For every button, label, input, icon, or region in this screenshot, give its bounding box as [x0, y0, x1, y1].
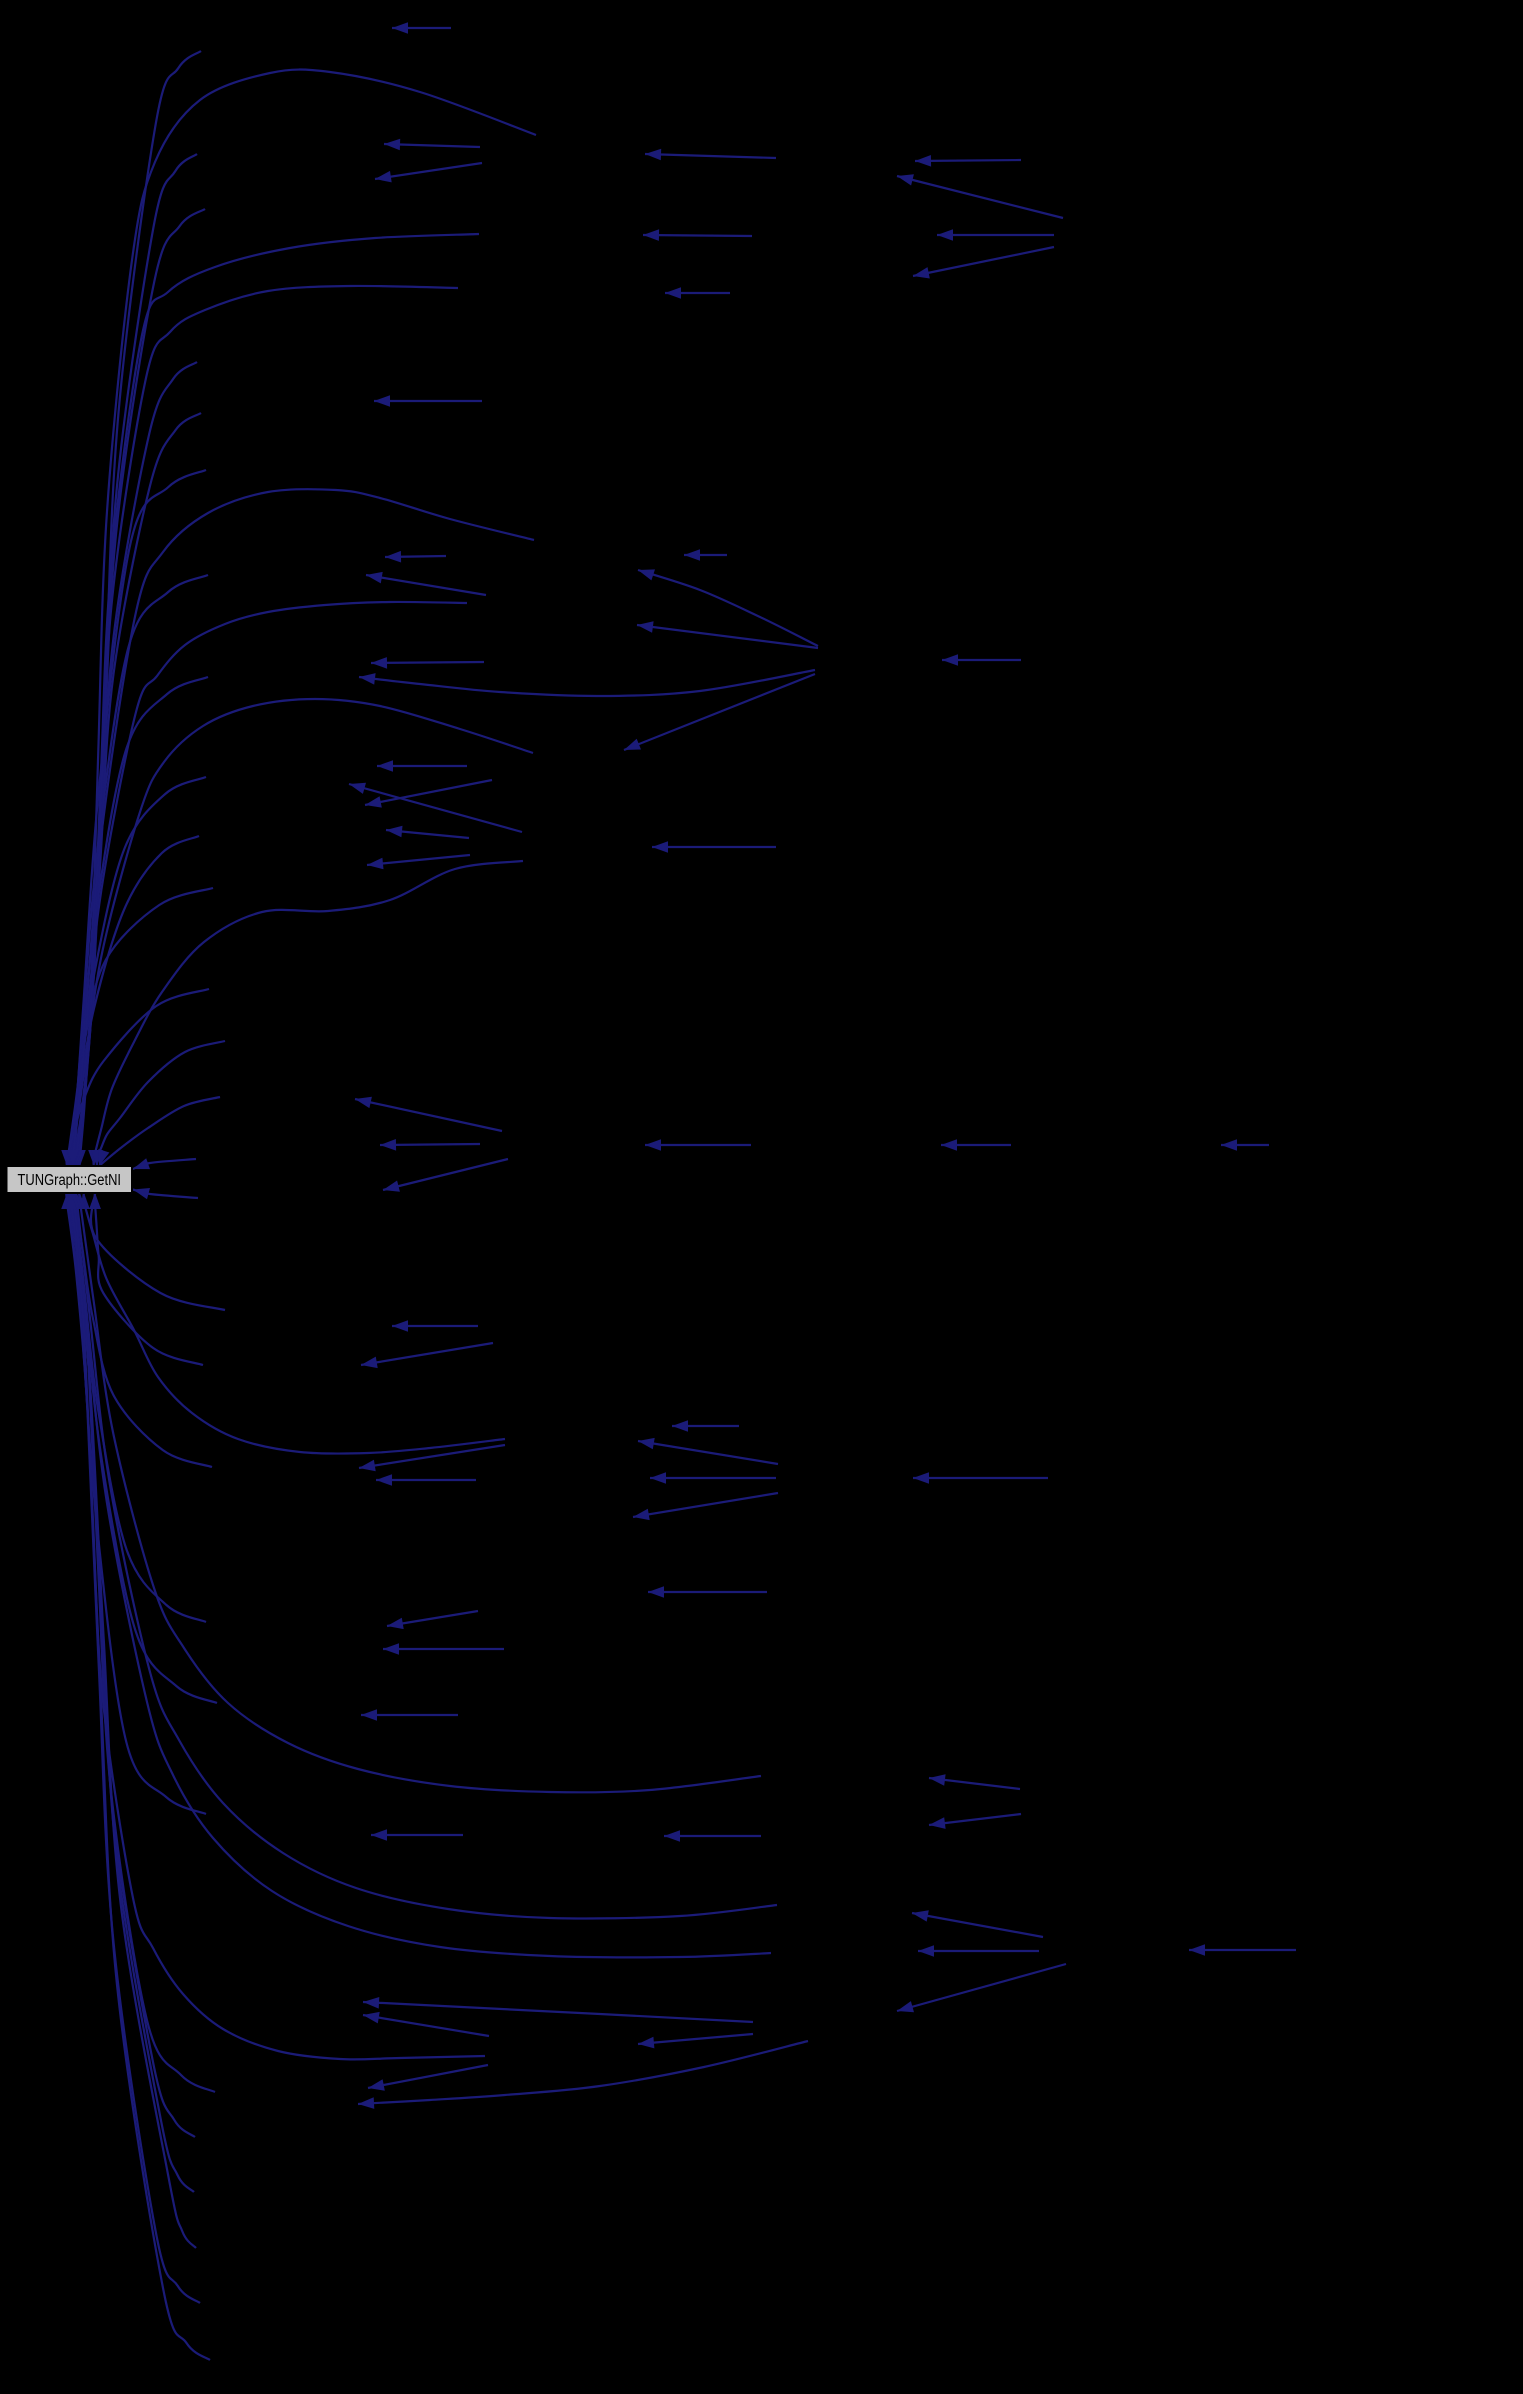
svg-text:TUNGraph::GetNI: TUNGraph::GetNI	[18, 1172, 122, 1189]
